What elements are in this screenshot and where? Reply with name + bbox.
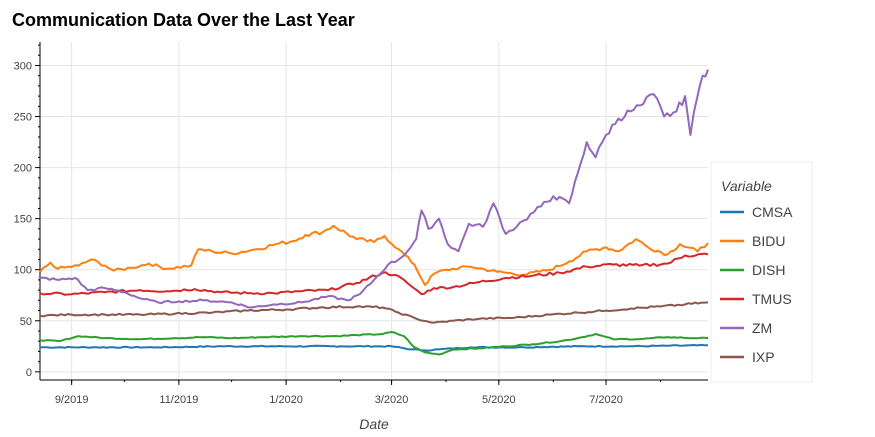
- legend-box: [710, 161, 813, 383]
- y-tick-label: 200: [14, 163, 32, 175]
- legend-label-bidu: BIDU: [752, 233, 785, 249]
- series-line-ixp: [39, 301, 709, 324]
- y-tick-label: 100: [14, 265, 32, 277]
- legend-label-ixp: IXP: [752, 349, 775, 365]
- y-tick-label: 50: [20, 316, 32, 328]
- x-tick-label: 9/2019: [55, 394, 89, 406]
- x-axis-label: Date: [359, 416, 389, 432]
- x-tick-label: 5/2020: [482, 394, 516, 406]
- y-tick-label: 150: [14, 214, 32, 226]
- chart-title: Communication Data Over the Last Year: [12, 10, 355, 30]
- x-tick-label: 11/2019: [159, 394, 198, 406]
- y-tick-label: 0: [26, 367, 32, 379]
- series-line-zm: [39, 69, 709, 309]
- legend-label-dish: DISH: [752, 262, 785, 278]
- x-tick-label: 3/2020: [375, 394, 409, 406]
- legend-label-tmus: TMUS: [752, 291, 792, 307]
- legend-label-cmsa: CMSA: [752, 204, 793, 220]
- legend-title: Variable: [721, 178, 772, 194]
- x-tick-label: 1/2020: [269, 394, 303, 406]
- plot-area: [40, 42, 708, 380]
- series-line-bidu: [39, 224, 709, 286]
- x-tick-label: 7/2020: [589, 394, 623, 406]
- y-tick-label: 250: [14, 112, 32, 124]
- series-line-cmsa: [40, 343, 709, 352]
- y-tick-label: 300: [14, 60, 32, 72]
- series-line-dish: [39, 331, 709, 356]
- legend-label-zm: ZM: [752, 320, 772, 336]
